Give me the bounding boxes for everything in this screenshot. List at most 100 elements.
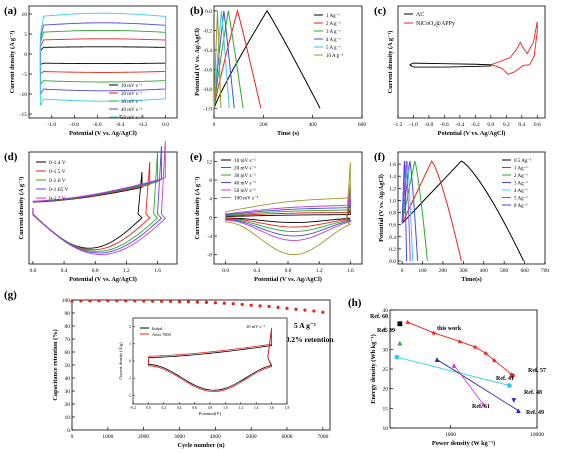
- y-tick-label: -0.6: [203, 67, 212, 73]
- legend-entry: 30 mV s⁻¹: [234, 173, 256, 179]
- legend-entry: 5 Ag⁻¹: [514, 196, 528, 202]
- panel-b: 0 200 400 600 -1.0 -0.8 -0.6 -0.4 -0.2 0.0 Time (s…: [190, 5, 366, 137]
- x-tick-label: 1000: [445, 432, 456, 438]
- x-tick-label: 0.0: [487, 122, 494, 128]
- y-tick-label: 0.0: [389, 259, 396, 265]
- panel-label: (e): [190, 151, 203, 163]
- x-axis-label: Potential (V vs. Ag/AgCl): [69, 276, 137, 283]
- retention-point: [204, 300, 208, 304]
- retention-point: [177, 300, 182, 304]
- x-tick-label: 5000: [246, 434, 257, 440]
- legend-entry: After 7000: [152, 332, 171, 337]
- annotation-rate: 5 A g⁻¹: [294, 321, 316, 330]
- panel-g: 0 1000 2000 3000 4000 5000 6000 700001020304050…: [4, 289, 334, 449]
- ragone-label: Ref. 57: [528, 368, 546, 374]
- x-tick-label: -0.4: [116, 122, 125, 128]
- legend-entry: 0-1.4 V: [49, 160, 66, 166]
- cv-curve: [39, 22, 167, 96]
- legend-entry: 40 mV s⁻¹: [234, 181, 256, 187]
- ragone-marker: [480, 402, 486, 407]
- legend-entry: 5 A g⁻¹: [326, 45, 341, 51]
- panel-label: (g): [4, 289, 17, 301]
- cv-curve: [39, 46, 167, 66]
- ragone-line: [453, 365, 484, 405]
- cv-curve: [39, 38, 167, 76]
- x-tick-label: 600: [520, 268, 529, 274]
- gcd-curve: [213, 9, 321, 109]
- x-axis-label: Potential (V vs. Ag/AgCl): [254, 276, 322, 283]
- y-axis-label: Potential (V vs. Ag/AgCl): [194, 28, 201, 96]
- plot-frame: [28, 151, 178, 265]
- y-tick-label: 70: [65, 337, 71, 343]
- inset-x-axis-label: Potential(V): [199, 411, 222, 416]
- x-axis-label: Power density (W kg⁻¹): [432, 440, 495, 447]
- x-tick-label: 100: [418, 268, 427, 274]
- legend-entry: 1 Ag⁻¹: [326, 13, 340, 19]
- y-tick-label: 12: [207, 159, 213, 165]
- y-tick-label: 50: [65, 363, 71, 369]
- x-tick-label: -1.2: [394, 122, 403, 128]
- x-tick-label: 0.8: [92, 268, 99, 274]
- x-tick-label: -0.8: [425, 122, 434, 128]
- inset-x-tick-label: 0.8: [208, 406, 213, 410]
- retention-point: [258, 304, 262, 308]
- inset-x-tick-label: 1.6: [269, 406, 274, 410]
- inset-x-tick-label: 1.4: [254, 406, 259, 410]
- legend-entry: 10 mV s⁻¹: [121, 83, 142, 89]
- legend-entry: 40 mV s⁻¹: [121, 107, 142, 113]
- y-tick-label: 0.6: [389, 223, 396, 229]
- ragone-marker: [510, 373, 515, 379]
- retention-point: [312, 309, 316, 313]
- y-axis-label: Current density (A g⁻¹): [194, 177, 201, 240]
- inset-x-tick-label: 0.4: [177, 406, 182, 410]
- retention-point: [115, 299, 119, 303]
- y-tick-label: 15: [383, 406, 389, 412]
- retention-point: [276, 305, 280, 310]
- legend-entry: 0-1.6 V: [49, 178, 66, 184]
- y-axis-label: Current density (A g⁻¹): [18, 177, 25, 240]
- inset-y-tick-label: -1: [128, 377, 131, 381]
- y-tick-label: 10: [22, 12, 28, 18]
- gcd-curve: [401, 160, 419, 262]
- x-tick-label: 1.2: [123, 268, 130, 274]
- retention-point: [97, 299, 101, 303]
- y-tick-label: -4: [207, 234, 212, 240]
- ragone-label: Ref. 60: [370, 314, 388, 320]
- x-tick-label: 6000: [282, 434, 293, 440]
- cv-curve: [32, 140, 166, 256]
- retention-point: [240, 302, 244, 307]
- legend-entry: 30 mV s⁻¹: [121, 99, 142, 105]
- y-tick-label: 0.2: [389, 247, 396, 253]
- legend-entry: NiCoO₂@APPy: [416, 21, 455, 27]
- ragone-line: [436, 359, 519, 412]
- legend-entry: 2 Ag⁻¹: [514, 173, 528, 179]
- retention-point: [222, 301, 226, 305]
- inset-x-tick-label: 1.0: [223, 406, 228, 410]
- retention-point: [321, 310, 325, 314]
- x-tick-label: 0.0: [29, 268, 36, 274]
- y-tick-label: 4: [209, 197, 212, 203]
- inset-y-tick-label: 0: [129, 359, 131, 363]
- x-axis-label: Time(s): [461, 276, 482, 283]
- plot-frame: [213, 5, 363, 119]
- legend-entry: 3 A g⁻¹: [326, 29, 341, 35]
- legend-entry: 4 Ag⁻¹: [514, 188, 528, 194]
- x-tick-label: 0.6: [534, 122, 541, 128]
- y-tick-label: 35: [383, 328, 389, 334]
- x-axis-label: Potential (V vs. Ag/AgCl): [69, 130, 137, 137]
- y-tick-label: 80: [65, 324, 71, 330]
- y-tick-label: 30: [383, 347, 389, 353]
- gcd-curve: [213, 10, 230, 109]
- y-tick-label: 1.6: [389, 162, 396, 168]
- legend-entry: Initial: [152, 326, 163, 331]
- retention-point: [142, 299, 146, 303]
- y-tick-label: -0.2: [203, 28, 212, 34]
- retention-point: [249, 303, 253, 307]
- x-tick-label: 1.6: [154, 268, 161, 274]
- ragone-marker: [405, 319, 411, 325]
- plot-frame: [389, 309, 538, 429]
- gcd-curve: [213, 10, 222, 109]
- retention-point: [124, 299, 128, 303]
- x-tick-label: -0.2: [471, 122, 480, 128]
- plot-frame: [28, 5, 178, 119]
